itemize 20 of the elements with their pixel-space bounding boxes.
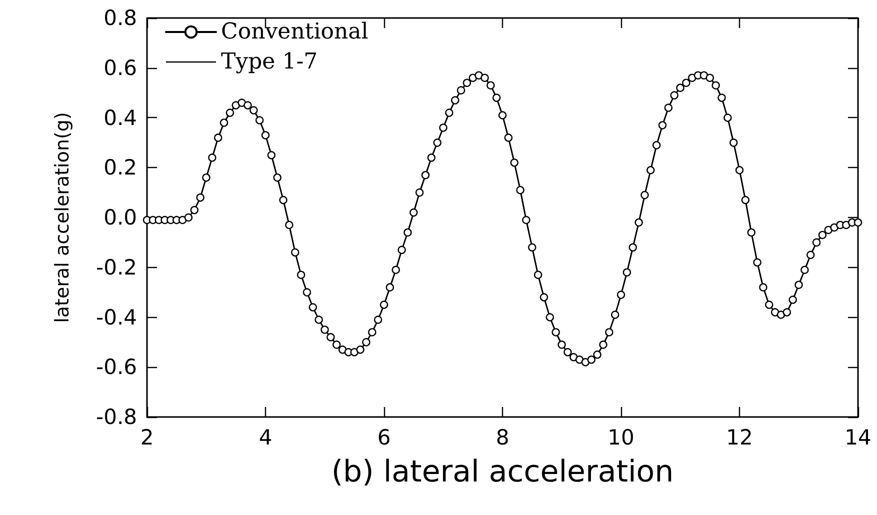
x-tick-label: 14 <box>844 426 872 450</box>
x-axis-title: (b) lateral acceleration <box>331 454 674 490</box>
y-tick-label: -0.6 <box>96 355 137 380</box>
y-tick-label: 0.4 <box>104 106 137 130</box>
x-tick-label: 6 <box>377 426 391 450</box>
y-tick-label: 0.6 <box>104 56 137 80</box>
y-tick-label: -0.2 <box>96 255 137 280</box>
x-tick-label: 2 <box>140 426 154 450</box>
x-tick-label: 10 <box>608 426 634 450</box>
x-tick-label: 8 <box>496 426 510 450</box>
y-axis-title: lateral acceleration(g) <box>52 112 74 323</box>
x-tick-label: 4 <box>258 426 272 450</box>
y-tick-label: 0.0 <box>104 206 137 230</box>
legend-label: Conventional <box>221 20 368 44</box>
y-tick-label: -0.8 <box>96 405 137 429</box>
legend-label: Type 1-7 <box>221 50 318 74</box>
y-tick-label: 0.8 <box>104 6 137 30</box>
y-tick-label: -0.4 <box>96 305 137 330</box>
x-tick-label: 12 <box>726 426 753 450</box>
y-tick-label: 0.2 <box>104 156 137 180</box>
